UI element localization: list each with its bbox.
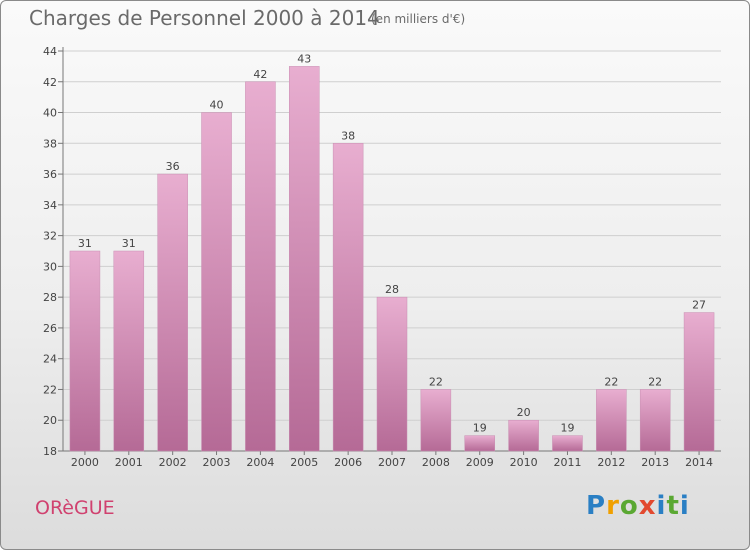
data-label-2012: 22 — [604, 375, 618, 388]
bar-2005 — [289, 66, 320, 452]
data-label-2004: 42 — [253, 68, 267, 81]
x-tick-label: 2013 — [641, 456, 669, 469]
y-tick-label: 20 — [43, 414, 57, 427]
data-label-2003: 40 — [210, 99, 224, 112]
y-tick-label: 36 — [43, 168, 57, 181]
x-tick-label: 2011 — [553, 456, 581, 469]
x-tick-label: 2012 — [597, 456, 625, 469]
x-tick-label: 2014 — [685, 456, 713, 469]
logo-letter: i — [679, 491, 690, 521]
y-tick-label: 24 — [43, 353, 57, 366]
data-label-2000: 31 — [78, 237, 92, 250]
data-label-2006: 38 — [341, 129, 355, 142]
x-tick-label: 2000 — [71, 456, 99, 469]
proxiti-logo[interactable]: Proxiti — [586, 491, 690, 521]
x-tick-label: 2009 — [466, 456, 494, 469]
bars — [69, 66, 715, 452]
bar-2014 — [683, 312, 715, 452]
bar-2003 — [201, 112, 232, 452]
y-tick-label: 22 — [43, 383, 57, 396]
commune-name: ORèGUE — [35, 497, 115, 519]
bar-2008 — [420, 389, 452, 452]
bar-2006 — [332, 143, 364, 452]
bar-2013 — [639, 389, 671, 452]
y-tick-label: 38 — [43, 137, 57, 150]
x-tick-label: 2002 — [159, 456, 187, 469]
logo-letter: r — [606, 491, 620, 521]
logo-letter: x — [638, 491, 657, 521]
bar-2011 — [552, 435, 583, 452]
logo-letter: t — [666, 491, 680, 521]
chart-subtitle: (en milliers d'€) — [371, 12, 466, 26]
data-label-2007: 28 — [385, 283, 399, 296]
x-tick-label: 2006 — [334, 456, 362, 469]
bar-2007 — [376, 296, 408, 452]
x-tick-label: 2010 — [510, 456, 538, 469]
bar-2009 — [464, 435, 495, 452]
x-tick-label: 2007 — [378, 456, 406, 469]
chart-title: Charges de Personnel 2000 à 2014 — [29, 6, 380, 30]
y-tick-label: 28 — [43, 291, 57, 304]
y-tick-label: 26 — [43, 322, 57, 335]
bar-2000 — [69, 250, 101, 452]
data-label-2011: 19 — [560, 422, 574, 435]
bar-2012 — [596, 389, 627, 452]
bar-2002 — [157, 173, 188, 452]
logo-letter: i — [656, 491, 667, 521]
y-tick-label: 44 — [43, 45, 57, 58]
logo-letter: o — [619, 491, 639, 521]
data-label-2014: 27 — [692, 299, 706, 312]
x-tick-label: 2004 — [246, 456, 274, 469]
data-label-2008: 22 — [429, 375, 443, 388]
data-label-2010: 20 — [517, 406, 531, 419]
x-tick-label: 2003 — [203, 456, 231, 469]
x-tick-label: 2008 — [422, 456, 450, 469]
x-tick-label: 2001 — [115, 456, 143, 469]
y-tick-label: 32 — [43, 230, 57, 243]
y-tick-label: 34 — [43, 199, 57, 212]
y-tick-label: 40 — [43, 107, 57, 120]
data-label-2002: 36 — [166, 160, 180, 173]
axes: 18 20 22 24 26 28 30 32 34 36 38 40 42 44 2000 2001 2002… — [43, 45, 721, 469]
y-tick-label: 18 — [43, 445, 57, 458]
logo-letter: P — [586, 491, 607, 521]
bar-2004 — [245, 81, 276, 452]
data-label-2009: 19 — [473, 422, 487, 435]
data-label-2013: 22 — [648, 375, 662, 388]
data-label-2001: 31 — [122, 237, 136, 250]
y-tick-label: 42 — [43, 76, 57, 89]
bar-2001 — [113, 250, 145, 452]
bar-2010 — [508, 419, 539, 452]
y-tick-label: 30 — [43, 260, 57, 273]
data-labels: 31 31 36 40 42 43 38 28 22 19 20 19 22 22 27 — [78, 52, 706, 434]
x-tick-label: 2005 — [290, 456, 318, 469]
data-label-2005: 43 — [297, 52, 311, 65]
